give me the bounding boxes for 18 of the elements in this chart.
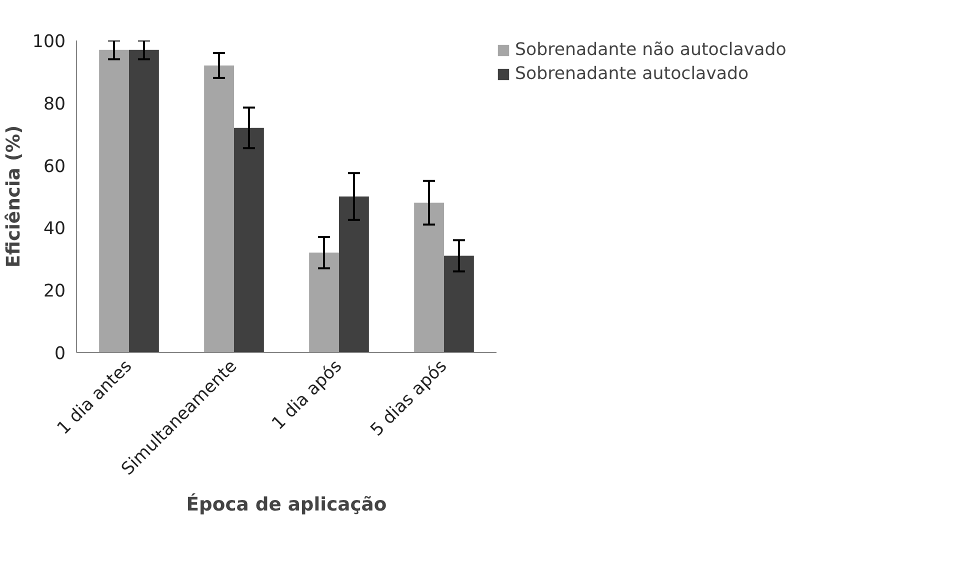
legend-label: Sobrenadante autoclavado <box>515 64 749 84</box>
bar <box>129 50 159 352</box>
bar <box>339 196 369 352</box>
bar <box>234 128 264 352</box>
y-tick-label: 0 <box>54 344 66 364</box>
bar <box>99 50 129 352</box>
bar <box>414 202 444 352</box>
bar <box>309 252 339 352</box>
bar <box>444 256 474 352</box>
x-axis-title: Época de aplicação <box>186 492 387 516</box>
y-tick-label: 20 <box>43 282 66 302</box>
y-tick-label: 100 <box>32 32 66 52</box>
bar <box>204 65 234 352</box>
y-tick-label: 60 <box>43 156 66 177</box>
y-tick-label: 80 <box>43 94 66 114</box>
y-axis-title: Eficiência (%) <box>3 125 24 268</box>
y-tick-label: 40 <box>43 219 66 240</box>
legend-label: Sobrenadante não autoclavado <box>515 40 786 60</box>
